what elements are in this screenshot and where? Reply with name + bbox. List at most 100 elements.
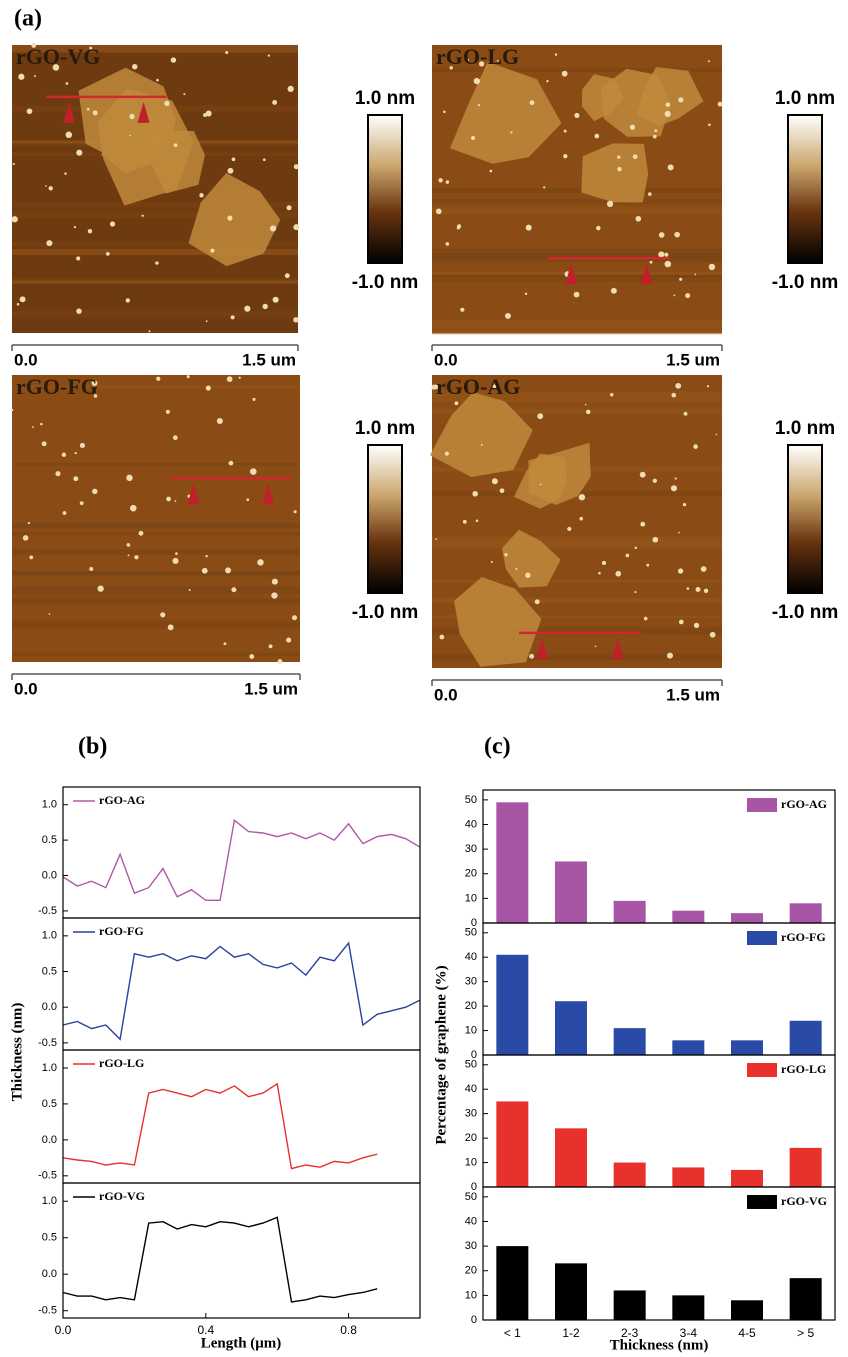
afm-particle (673, 294, 676, 297)
afm-particle (574, 112, 580, 119)
afm-particle (625, 553, 630, 558)
afm-particle (225, 50, 229, 55)
bar (496, 1246, 529, 1320)
panel-label: (a) (14, 6, 42, 32)
afm-particle (471, 136, 476, 141)
bar (789, 1147, 822, 1187)
afm-particle (579, 516, 583, 521)
afm-particle (472, 490, 478, 497)
afm-particle (92, 488, 98, 495)
y-tick-label: 1.0 (42, 930, 57, 942)
afm-particle (55, 471, 61, 477)
afm-particle (175, 552, 178, 555)
afm-particle (706, 385, 710, 388)
afm-streak (12, 385, 300, 389)
bar (496, 802, 529, 923)
bar (672, 1040, 705, 1055)
bar (789, 1020, 822, 1055)
afm-particle (563, 154, 568, 159)
afm-particle (510, 131, 513, 134)
afm-particle (92, 110, 98, 116)
bar (555, 861, 587, 923)
colorbar-label: 1.0 nm (355, 418, 415, 439)
afm-particle (293, 317, 299, 323)
bar (555, 1263, 587, 1320)
profile-marker (187, 483, 200, 505)
afm-particle (529, 100, 535, 106)
x-tick-label: < 1 (504, 1326, 521, 1340)
afm-particle (293, 164, 299, 170)
afm-particle (654, 129, 658, 133)
afm-particle (682, 502, 687, 507)
afm-particle (674, 477, 677, 480)
afm-particle (567, 526, 572, 532)
afm-particle (652, 478, 657, 483)
x-tick-label: 0.4 (197, 1323, 214, 1337)
afm-particle (525, 224, 532, 231)
afm-particle (18, 73, 25, 80)
afm-particle (205, 320, 208, 323)
afm-particle (667, 164, 674, 171)
afm-particle (649, 260, 653, 264)
afm-streak (432, 67, 722, 72)
afm-streak (432, 275, 722, 282)
afm-particle (76, 149, 83, 156)
afm-particle (52, 64, 60, 71)
afm-particle (646, 563, 650, 567)
afm-particle (267, 54, 271, 57)
y-tick-label: 1.0 (42, 1195, 57, 1207)
afm-particle (73, 476, 79, 482)
afm-streak (432, 249, 722, 256)
afm-particle (32, 426, 34, 428)
afm-particle (89, 566, 94, 571)
afm-streak (12, 241, 298, 247)
afm-particle (223, 642, 227, 646)
afm-particle (26, 108, 33, 115)
colorbar (367, 444, 403, 594)
afm-particle (443, 110, 446, 114)
afm-particle (48, 613, 51, 615)
afm-particle (449, 66, 453, 70)
afm-particle (262, 303, 268, 310)
afm-streak (432, 579, 722, 583)
afm-particle (22, 535, 29, 541)
afm-particle (664, 110, 671, 118)
y-tick-label: -0.5 (38, 905, 57, 917)
afm-particle (45, 185, 47, 187)
afm-particle (227, 215, 233, 221)
afm-particle (467, 59, 470, 61)
afm-particle (454, 401, 459, 406)
afm-particle (97, 585, 104, 592)
afm-particle (504, 553, 508, 557)
afm-streak (432, 536, 722, 545)
afm-particle (148, 330, 151, 333)
y-tick-label: 0 (471, 1314, 477, 1326)
afm-particle (617, 155, 621, 159)
y-tick-label: 30 (465, 1108, 477, 1120)
afm-particle (534, 599, 540, 605)
afm-particle (707, 60, 710, 63)
afm-particle (554, 53, 558, 56)
y-tick-label: 40 (465, 1215, 477, 1227)
afm-particle (205, 555, 208, 558)
afm-streak (12, 531, 300, 536)
afm-particle (435, 538, 438, 540)
panel-label: (c) (484, 734, 511, 760)
afm-particle (490, 560, 493, 563)
y-tick-label: 1.0 (42, 1062, 57, 1074)
legend-swatch (747, 798, 777, 812)
afm-flake (581, 143, 649, 203)
afm-particle (130, 504, 137, 512)
afm-streak (12, 586, 300, 594)
afm-particle (585, 409, 591, 415)
afm-particle (129, 134, 132, 137)
afm-particle (277, 659, 283, 664)
afm-streak (432, 320, 722, 329)
afm-flake (514, 453, 567, 509)
y-tick-label: 0.0 (42, 1268, 57, 1280)
afm-particle (65, 131, 73, 139)
scale-label: 1.5 um (242, 350, 296, 369)
bar (731, 913, 763, 923)
colorbar-label: 1.0 nm (775, 88, 835, 109)
afm-particle (160, 612, 166, 618)
